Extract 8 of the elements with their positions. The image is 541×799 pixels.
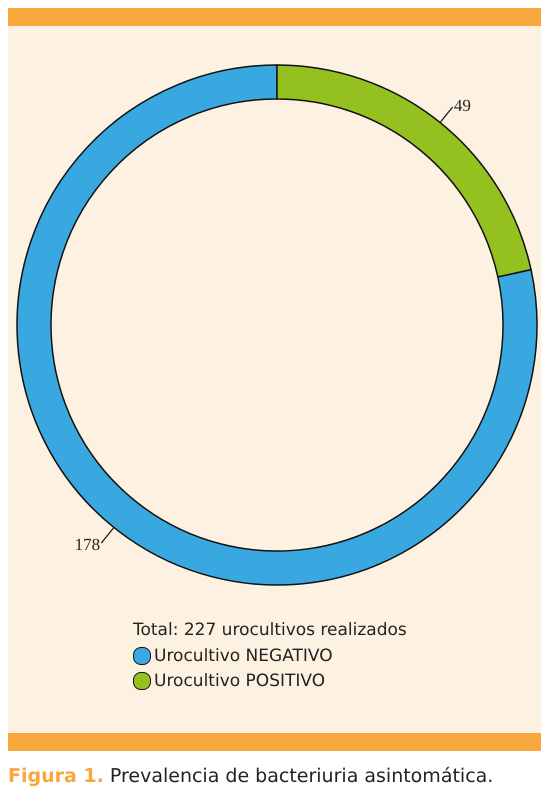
- data-label: 178: [74, 535, 100, 554]
- text: Prevalencia de bacteriuria asintomática.: [110, 765, 494, 787]
- data-label: 49: [454, 96, 471, 115]
- legend-label: Urocultivo NEGATIVO: [154, 646, 333, 666]
- legend-label: Urocultivo POSITIVO: [154, 671, 326, 691]
- donut-slice: [16, 64, 538, 586]
- legend-title: Total: 227 urocultivos realizados: [133, 620, 407, 640]
- text: Figura 1.: [8, 765, 104, 787]
